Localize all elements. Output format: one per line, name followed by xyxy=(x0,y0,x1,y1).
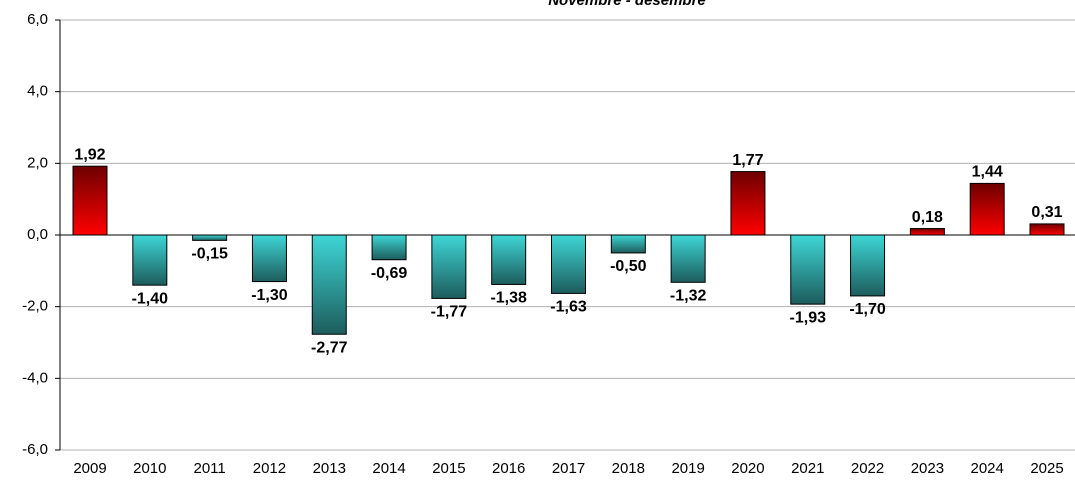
bar xyxy=(192,234,228,241)
data-label: -1,70 xyxy=(849,301,886,318)
x-tick-label: 2019 xyxy=(671,460,704,477)
data-label: -0,69 xyxy=(371,265,408,282)
bar xyxy=(491,234,527,285)
x-tick-label: 2022 xyxy=(851,460,884,477)
x-tick-label: 2024 xyxy=(971,460,1004,477)
y-tick-label: 4,0 xyxy=(27,83,48,100)
x-tick-label: 2011 xyxy=(193,460,225,477)
bar xyxy=(1029,223,1065,236)
x-tick-label: 2023 xyxy=(911,460,944,477)
y-tick-label: 6,0 xyxy=(27,11,48,28)
bar xyxy=(790,234,826,305)
bar xyxy=(670,234,706,283)
data-label: -0,15 xyxy=(191,246,228,263)
y-tick-label: 2,0 xyxy=(27,154,48,171)
x-tick-label: 2014 xyxy=(372,460,405,477)
data-label: 1,44 xyxy=(972,164,1003,181)
bar xyxy=(132,234,168,286)
x-tick-label: 2018 xyxy=(612,460,645,477)
y-tick-label: -2,0 xyxy=(22,298,48,315)
bar xyxy=(431,234,467,299)
x-tick-label: 2009 xyxy=(73,460,106,477)
data-label: -1,30 xyxy=(251,287,288,304)
bar xyxy=(730,171,766,236)
x-tick-label: 2017 xyxy=(552,460,585,477)
x-tick-label: 2012 xyxy=(253,460,286,477)
data-label: 1,92 xyxy=(74,146,105,163)
x-tick-label: 2021 xyxy=(791,460,824,477)
bar xyxy=(311,234,347,335)
data-label: -1,38 xyxy=(490,290,527,307)
data-label: 0,31 xyxy=(1031,204,1062,221)
data-label: -2,77 xyxy=(311,339,348,356)
bar xyxy=(850,234,886,297)
bar xyxy=(251,234,287,283)
bar xyxy=(371,234,407,261)
data-label: -1,40 xyxy=(132,290,169,307)
bar xyxy=(551,234,586,294)
y-tick-label: 0,0 xyxy=(27,226,48,243)
data-label: 1,77 xyxy=(732,152,763,169)
data-label: -1,32 xyxy=(670,288,707,305)
x-tick-label: 2020 xyxy=(731,460,764,477)
data-label: 0,18 xyxy=(912,209,943,226)
data-label: -1,63 xyxy=(550,299,587,316)
bar xyxy=(610,234,646,254)
data-label: -1,77 xyxy=(431,304,468,321)
y-tick-label: -6,0 xyxy=(22,441,48,458)
x-tick-label: 2015 xyxy=(432,460,465,477)
x-tick-label: 2016 xyxy=(492,460,525,477)
bar xyxy=(72,165,108,236)
x-tick-label: 2013 xyxy=(313,460,346,477)
data-label: -0,50 xyxy=(610,258,647,275)
y-tick-label: -4,0 xyxy=(22,369,48,386)
bar xyxy=(969,182,1005,236)
data-label: -1,93 xyxy=(790,309,827,326)
x-tick-label: 2010 xyxy=(133,460,166,477)
chart-title: Novembre - desembre xyxy=(548,0,706,9)
bar xyxy=(909,228,945,236)
x-tick-label: 2025 xyxy=(1030,460,1063,477)
